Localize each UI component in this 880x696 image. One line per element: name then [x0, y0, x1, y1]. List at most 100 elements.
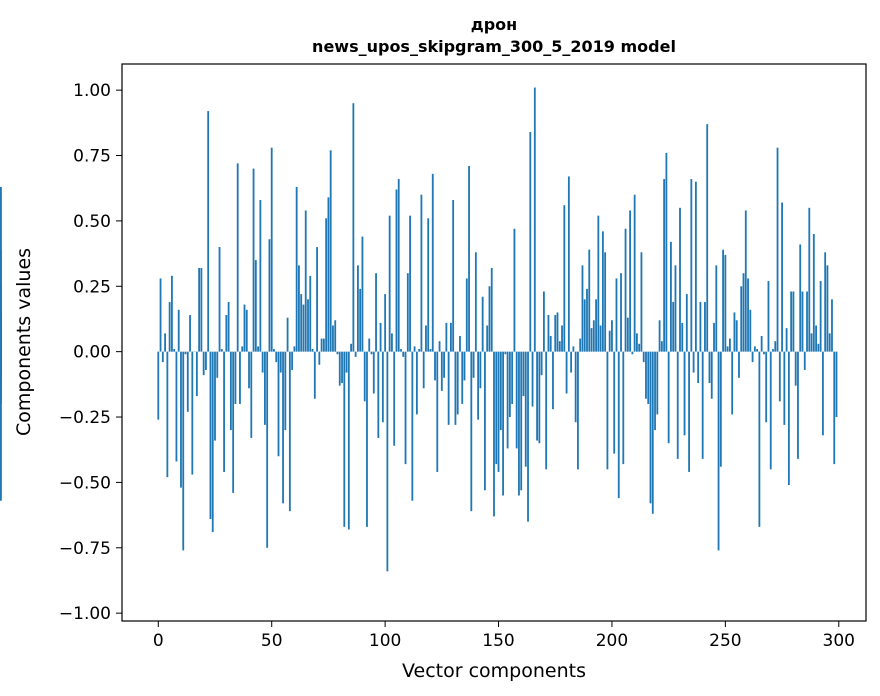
bar — [377, 351, 380, 438]
bar — [552, 351, 554, 410]
bar — [291, 351, 294, 370]
bar — [536, 351, 538, 441]
x-tick-label: 250 — [709, 631, 741, 651]
bar — [486, 325, 489, 352]
bar — [270, 147, 273, 352]
bar — [717, 351, 720, 551]
bar — [622, 351, 625, 465]
bar — [252, 168, 255, 352]
bar — [767, 281, 770, 352]
bar — [186, 351, 189, 412]
bar — [831, 299, 833, 352]
bar — [515, 351, 518, 449]
bar — [697, 351, 700, 384]
bar — [726, 346, 729, 352]
bar — [420, 194, 423, 352]
bar — [182, 351, 185, 551]
bar — [672, 301, 675, 352]
bar — [592, 320, 595, 352]
bar — [642, 351, 645, 363]
bar — [295, 186, 298, 352]
bar — [302, 304, 305, 352]
bar — [561, 325, 563, 352]
bar — [760, 335, 763, 352]
bar — [189, 315, 191, 352]
bar — [531, 351, 534, 407]
bar — [286, 317, 289, 352]
bar — [159, 278, 162, 352]
bar — [799, 244, 802, 352]
bar — [774, 341, 777, 352]
bar — [828, 333, 831, 352]
bar — [220, 349, 223, 352]
bar — [611, 320, 613, 352]
bar — [361, 236, 364, 352]
bar — [452, 199, 455, 352]
bar — [763, 351, 765, 355]
bar — [835, 351, 838, 418]
bar — [440, 351, 443, 391]
bar — [381, 351, 384, 423]
bar — [812, 233, 815, 352]
bar — [735, 320, 738, 352]
bar — [824, 252, 827, 352]
bar — [261, 351, 264, 373]
bar — [461, 351, 464, 404]
bar — [338, 351, 341, 386]
x-tick-label: 100 — [369, 631, 401, 651]
bar — [384, 294, 387, 352]
bar — [354, 351, 357, 357]
y-tick-label: 0.50 — [73, 212, 111, 232]
bar — [322, 338, 325, 352]
bar — [654, 351, 656, 431]
bar — [474, 252, 477, 352]
bar — [599, 325, 602, 352]
bar — [617, 351, 620, 499]
bar — [493, 351, 495, 517]
bar — [418, 349, 421, 352]
bar — [785, 328, 788, 352]
bar — [336, 351, 339, 355]
bar — [740, 286, 743, 352]
bar — [563, 205, 566, 352]
bar — [506, 351, 509, 449]
bar — [624, 228, 627, 352]
bar — [409, 215, 411, 352]
bar — [547, 315, 550, 352]
bar — [817, 343, 820, 352]
bar — [765, 351, 768, 423]
bar — [454, 351, 457, 425]
bar — [320, 338, 323, 352]
bar — [565, 351, 568, 394]
y-axis-label: Components values — [13, 248, 35, 436]
bar — [318, 351, 321, 365]
bar — [543, 291, 545, 352]
bar — [341, 351, 343, 384]
bar — [307, 299, 309, 352]
bar — [577, 351, 579, 470]
bar — [288, 351, 291, 512]
bar — [810, 333, 813, 352]
bar — [279, 351, 282, 373]
bar — [518, 351, 520, 496]
bar — [363, 351, 366, 402]
bar — [229, 351, 232, 431]
y-tick-label: 1.00 — [73, 81, 111, 101]
y-tick-label: 0.75 — [73, 147, 111, 167]
bar — [792, 291, 795, 352]
bar — [713, 322, 715, 352]
bar — [595, 299, 597, 352]
bar — [368, 338, 371, 352]
bar — [647, 351, 650, 404]
bar — [608, 330, 611, 352]
bar — [248, 351, 250, 389]
bar — [747, 278, 749, 352]
bar — [425, 325, 427, 352]
bar — [586, 288, 588, 352]
bar — [465, 278, 468, 352]
bar — [631, 351, 634, 355]
bar — [205, 351, 207, 370]
bar — [434, 351, 436, 381]
bar — [463, 351, 466, 381]
